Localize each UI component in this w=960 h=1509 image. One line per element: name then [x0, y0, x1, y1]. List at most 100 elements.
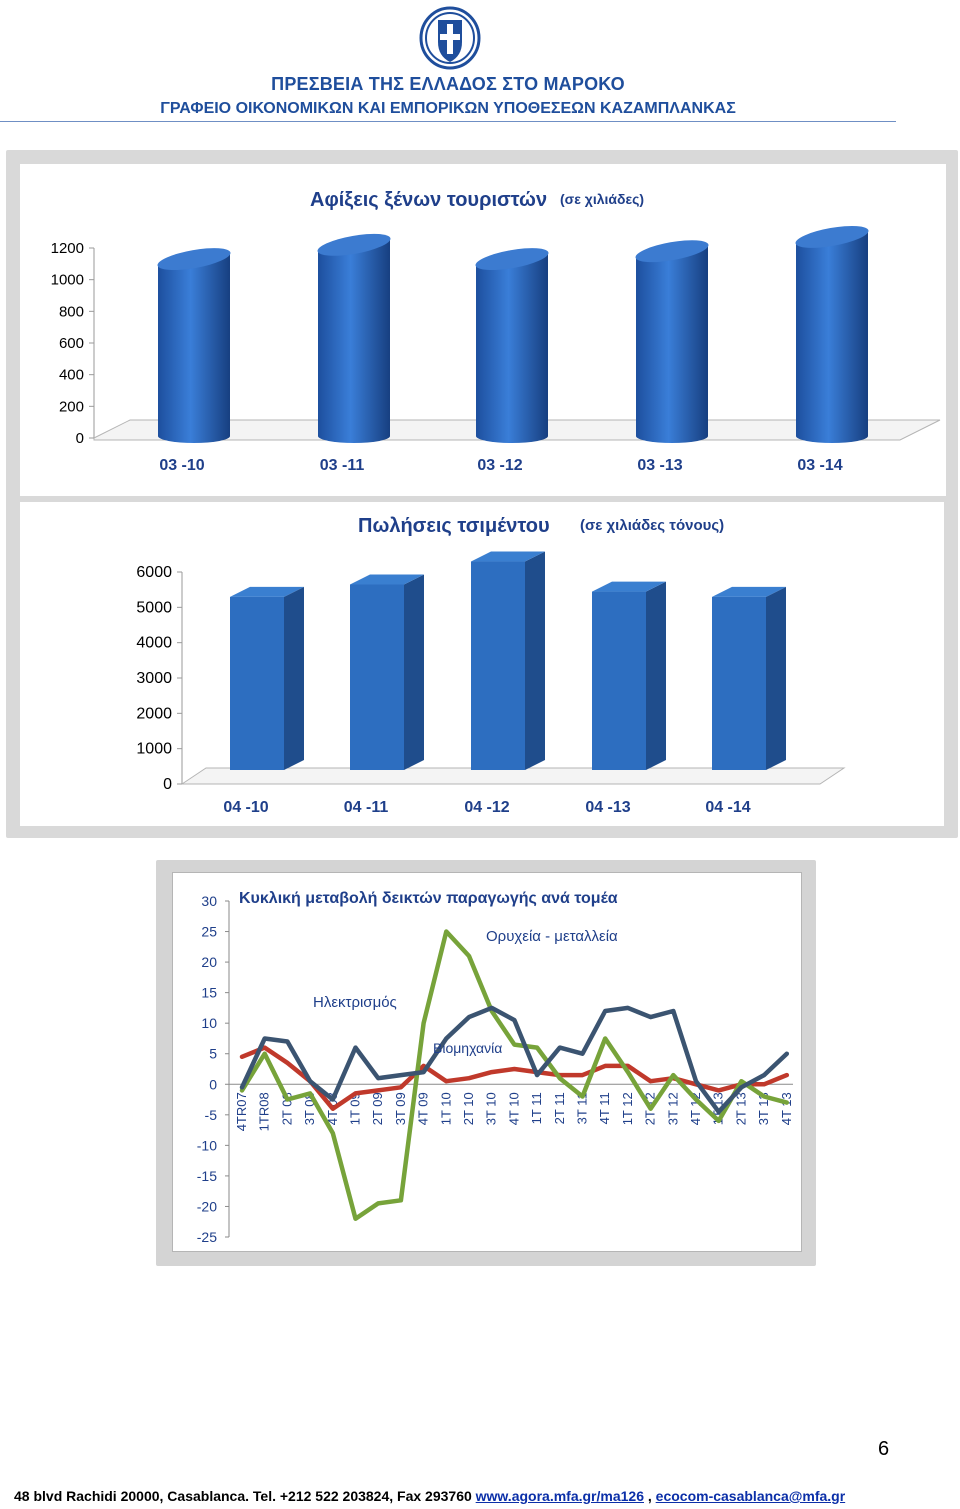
bar: [471, 561, 525, 770]
greek-coat-of-arms-icon: [419, 6, 481, 70]
x-tick-label: 04 -11: [344, 799, 389, 816]
x-tick-label: 3T 10: [484, 1092, 499, 1125]
tourist-arrivals-chart: Αφίξεις ξένων τουριστών (σε χιλιάδες) 0 200…: [51, 189, 941, 474]
y-tick-label: 800: [59, 303, 84, 320]
bar-side: [766, 586, 786, 770]
x-tick-label: 4T 10: [506, 1092, 521, 1125]
x-tick-label: 2T 13: [733, 1092, 748, 1125]
bar-top: [635, 240, 709, 263]
bar-side: [646, 581, 666, 770]
y-tick-label: 200: [59, 398, 84, 415]
y-tick-label: 4000: [136, 635, 172, 652]
y-tick-label: 3000: [136, 670, 172, 687]
chart-subtitle: (σε χιλιάδες): [560, 191, 644, 207]
page-header: ΠΡΕΣΒΕΙΑ ΤΗΣ ΕΛΛΑΔΟΣ ΣΤΟ ΜΑΡΟΚΟ ΓΡΑΦΕΙΟ …: [0, 0, 960, 124]
header-divider: [0, 121, 896, 122]
x-tick-label: 4T 11: [597, 1092, 612, 1124]
x-tick-label: 3T 09: [393, 1092, 408, 1125]
chart-subtitle: (σε χιλιάδες τόνους): [580, 517, 724, 534]
bar: [350, 584, 404, 770]
tourist-arrivals-chart-box: Αφίξεις ξένων τουριστών (σε χιλιάδες) 0 200…: [20, 164, 946, 496]
bar-top: [795, 225, 869, 248]
y-tick-label: 5000: [136, 599, 172, 616]
bar: [476, 252, 548, 443]
y-tick-label: 0: [76, 430, 84, 447]
bar-top: [475, 248, 549, 271]
x-tick-label: 03 -14: [797, 457, 842, 474]
y-tick-label: 1000: [51, 272, 84, 289]
y-tick-label: -5: [205, 1107, 218, 1123]
y-tick-label: 20: [201, 954, 217, 970]
bar-top: [350, 574, 424, 585]
x-tick-label: 3T 13: [756, 1092, 771, 1125]
production-chart-panel: Κυκλική μεταβολή δεικτών παραγωγής ανά τ…: [156, 860, 816, 1266]
x-tick-label: 03 -12: [477, 457, 522, 474]
office-title: ΓΡΑΦΕΙΟ ΟΙΚΟΝΟΜΙΚΩΝ ΚΑΙ ΕΜΠΟΡΙΚΩΝ ΥΠΟΘΕΣ…: [160, 100, 736, 117]
y-tick-label: -10: [197, 1137, 217, 1153]
x-tick-label: 04 -14: [705, 799, 750, 816]
y-tick-label: -25: [197, 1229, 217, 1245]
chart-title: Αφίξεις ξένων τουριστών: [310, 189, 547, 211]
chart-title: Πωλήσεις τσιμέντου: [358, 515, 550, 537]
x-tick-label: 03 -11: [320, 457, 365, 474]
bar: [592, 591, 646, 770]
annotation-industry: Βιομηχανία: [433, 1040, 502, 1056]
annotation-mining: Ορυχεία - μεταλλεία: [486, 928, 618, 945]
email-link[interactable]: ecocom-casablanca@mfa.gr: [655, 1488, 846, 1504]
x-tick-label: 04 -12: [464, 799, 509, 816]
x-tick-label: 4T 13: [779, 1092, 794, 1125]
website-link[interactable]: www.agora.mfa.gr/ma126: [475, 1488, 644, 1504]
x-tick-label: 1T 10: [438, 1092, 453, 1125]
bar-side: [284, 586, 304, 770]
bar-top: [317, 233, 391, 256]
y-tick-label: 6000: [136, 564, 172, 581]
charts-panel: Αφίξεις ξένων τουριστών (σε χιλιάδες) 0 200…: [6, 150, 958, 838]
y-tick-label: 1200: [51, 240, 84, 257]
bar-top: [230, 586, 304, 597]
bar-top: [712, 586, 786, 597]
y-tick-label: -15: [197, 1168, 217, 1184]
production-chart-box: Κυκλική μεταβολή δεικτών παραγωγής ανά τ…: [172, 872, 802, 1252]
x-tick-label: 2T 11: [552, 1092, 567, 1124]
y-tick-label: 0: [163, 776, 172, 793]
floor: [180, 767, 846, 785]
cement-sales-chart-box: Πωλήσεις τσιμέντου (σε χιλιάδες τόνους) 0 1…: [20, 502, 944, 826]
footer-address: 48 blvd Rachidi 20000, Casablanca. Tel. …: [14, 1488, 472, 1504]
page-number: 6: [878, 1438, 890, 1460]
y-tick-label: 5: [209, 1046, 217, 1062]
bar: [712, 596, 766, 770]
bar: [636, 244, 708, 443]
bar-top: [157, 248, 231, 271]
x-tick-label: 04 -13: [585, 799, 630, 816]
series-line-electricity: [239, 1005, 790, 1115]
x-tick-label: 4T 09: [416, 1092, 431, 1125]
x-tick-label: 1T 12: [620, 1092, 635, 1125]
embassy-title: ΠΡΕΣΒΕΙΑ ΤΗΣ ΕΛΛΑΔΟΣ ΣΤΟ ΜΑΡΟΚΟ: [271, 74, 625, 94]
x-tick-label: 3T 11: [575, 1092, 590, 1124]
series-line-mining: [239, 929, 790, 1221]
bar: [318, 237, 390, 443]
y-tick-label: 30: [201, 893, 217, 909]
x-tick-label: 1T 11: [529, 1092, 544, 1124]
bar: [796, 229, 868, 443]
production-index-chart: Κυκλική μεταβολή δεικτών παραγωγής ανά τ…: [197, 890, 794, 1245]
bar: [230, 596, 284, 770]
bar-side: [525, 551, 545, 770]
y-tick-label: 25: [201, 924, 217, 940]
y-tick-label: 2000: [136, 705, 172, 722]
x-tick-label: 1TR08: [257, 1092, 272, 1131]
annotation-electricity: Ηλεκτρισμός: [313, 994, 397, 1011]
y-tick-label: 600: [59, 335, 84, 352]
bar-top: [592, 581, 666, 592]
x-tick-label: 03 -13: [637, 457, 682, 474]
x-tick-label: 2T 10: [461, 1092, 476, 1125]
bar-side: [404, 574, 424, 770]
y-tick-label: 400: [59, 367, 84, 384]
chart-title: Κυκλική μεταβολή δεικτών παραγωγής ανά τ…: [239, 890, 618, 907]
bar-top: [471, 551, 545, 562]
x-tick-label: 04 -10: [223, 799, 268, 816]
y-tick-label: 10: [201, 1015, 217, 1031]
y-tick-label: 0: [209, 1076, 217, 1092]
bar: [158, 252, 230, 443]
y-tick-label: -20: [197, 1198, 217, 1214]
